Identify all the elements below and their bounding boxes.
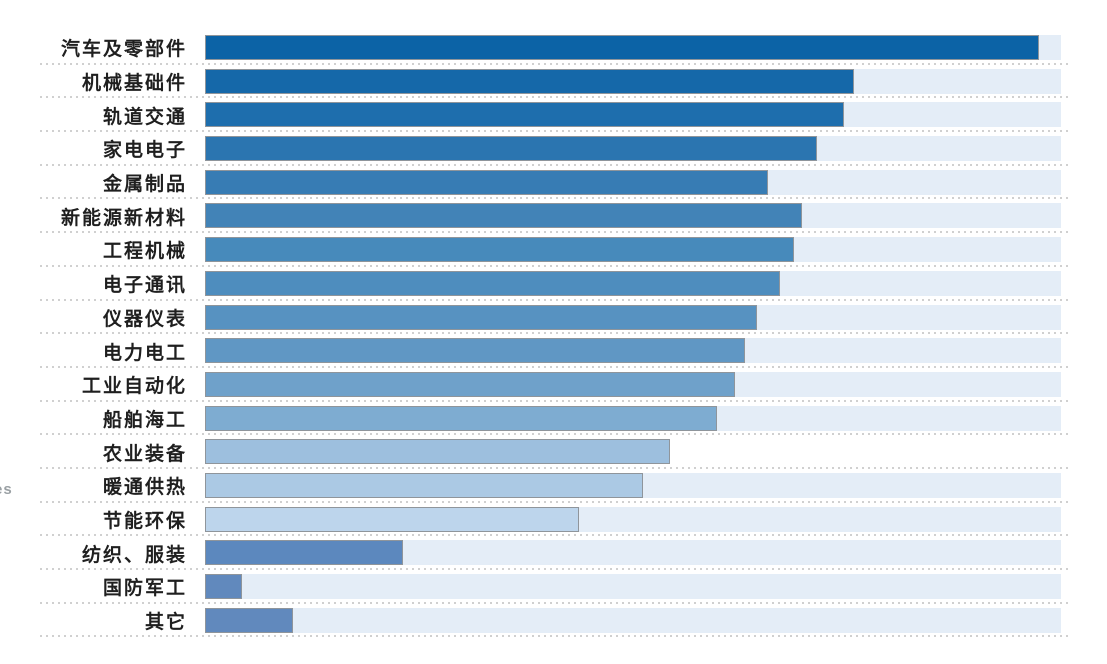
bar-track	[205, 439, 1061, 465]
bar-track	[205, 338, 1061, 364]
bar-row: 机械基础件	[40, 65, 1070, 99]
row-separator-line	[40, 568, 1070, 570]
bar	[205, 338, 746, 364]
category-label: 电子通讯	[102, 275, 187, 297]
bar	[205, 35, 1039, 60]
bar	[205, 169, 769, 195]
bar-track	[205, 371, 1061, 397]
bar	[205, 405, 717, 431]
category-label: 机械基础件	[81, 73, 187, 95]
bar-track	[205, 506, 1061, 532]
bar-track	[205, 540, 1061, 566]
bar	[205, 540, 403, 566]
bar	[205, 371, 735, 397]
category-label: 金属制品	[102, 174, 187, 196]
bar-row: 工业自动化	[40, 368, 1070, 402]
bar	[205, 439, 670, 465]
category-label: 轨道交通	[102, 106, 187, 128]
row-separator-line	[40, 62, 1070, 65]
bar	[205, 136, 818, 162]
bar	[205, 203, 802, 229]
row-separator-line	[40, 466, 1070, 469]
row-separator-line	[40, 601, 1070, 604]
bar	[205, 237, 794, 263]
bar-track	[205, 270, 1061, 296]
bar-row: 电子通讯	[40, 267, 1070, 301]
bar-track	[205, 102, 1061, 128]
row-separator-line	[40, 534, 1070, 537]
bar	[205, 472, 644, 498]
row-separator-line	[40, 298, 1070, 301]
row-separator-line	[40, 197, 1070, 200]
bar-row: 轨道交通	[40, 98, 1070, 133]
category-label: 工程机械	[102, 241, 187, 263]
bar-track	[205, 237, 1061, 263]
category-label: 船舶海工	[102, 409, 187, 431]
bar	[205, 607, 294, 633]
bar-row: 国防军工	[40, 570, 1070, 604]
bar-row: 节能环保	[40, 503, 1070, 537]
bar-track	[205, 304, 1061, 330]
bar-row: 新能源新材料	[40, 199, 1070, 234]
bar	[205, 270, 781, 296]
bar	[205, 574, 242, 599]
bar-row: 仪器仪表	[40, 301, 1070, 335]
row-separator-line	[40, 264, 1070, 267]
row-separator-line	[40, 433, 1070, 436]
category-label: 工业自动化	[81, 376, 187, 398]
bar-row: 工程机械	[40, 233, 1070, 267]
bar-row: 船舶海工	[40, 402, 1070, 436]
bar-chart: 汽车及零部件机械基础件轨道交通家电电子金属制品新能源新材料工程机械电子通讯仪器仪…	[40, 31, 1070, 638]
bar-row: 电力电工	[40, 334, 1070, 368]
bar-row: 家电电子	[40, 132, 1070, 166]
bar-track	[205, 169, 1061, 195]
row-separator-line	[40, 163, 1070, 166]
bar-row: 纺织、服装	[40, 536, 1070, 570]
category-label: 仪器仪表	[102, 308, 187, 330]
bar-track	[205, 136, 1061, 162]
row-separator-line	[40, 130, 1070, 133]
row-separator-line	[40, 399, 1070, 402]
category-label: 节能环保	[102, 510, 187, 532]
bar	[205, 304, 758, 330]
row-separator-line	[40, 635, 1070, 638]
category-label: 电力电工	[102, 342, 187, 364]
row-separator-line	[40, 365, 1070, 368]
bar-track	[205, 472, 1061, 498]
category-label: 农业装备	[102, 443, 187, 465]
row-separator-line	[40, 96, 1070, 99]
category-label: 暖通供热	[102, 477, 187, 499]
bar	[205, 68, 854, 94]
bar-row: 农业装备	[40, 435, 1070, 469]
bar-row: 暖通供热	[40, 469, 1070, 503]
bar-track	[205, 574, 1061, 599]
category-label: 国防军工	[102, 578, 187, 600]
category-label: 汽车及零部件	[60, 39, 187, 61]
chart-rows: 汽车及零部件机械基础件轨道交通家电电子金属制品新能源新材料工程机械电子通讯仪器仪…	[40, 31, 1070, 638]
bar-track	[205, 35, 1061, 60]
bar-row: 其它	[40, 604, 1070, 638]
category-label: 新能源新材料	[60, 207, 187, 229]
left-edge-text-fragment: es	[0, 481, 13, 498]
bar-row: 金属制品	[40, 166, 1070, 200]
category-label: 家电电子	[102, 140, 187, 162]
bar	[205, 102, 845, 128]
row-separator-line	[40, 332, 1070, 335]
category-label: 其它	[144, 612, 187, 634]
category-label: 纺织、服装	[81, 544, 187, 566]
bar-track	[205, 607, 1061, 633]
row-separator-line	[40, 231, 1070, 234]
bar-track	[205, 203, 1061, 229]
bar	[205, 506, 580, 532]
row-separator-line	[40, 500, 1070, 503]
bar-track	[205, 68, 1061, 94]
bar-track	[205, 405, 1061, 431]
bar-row: 汽车及零部件	[40, 31, 1070, 65]
